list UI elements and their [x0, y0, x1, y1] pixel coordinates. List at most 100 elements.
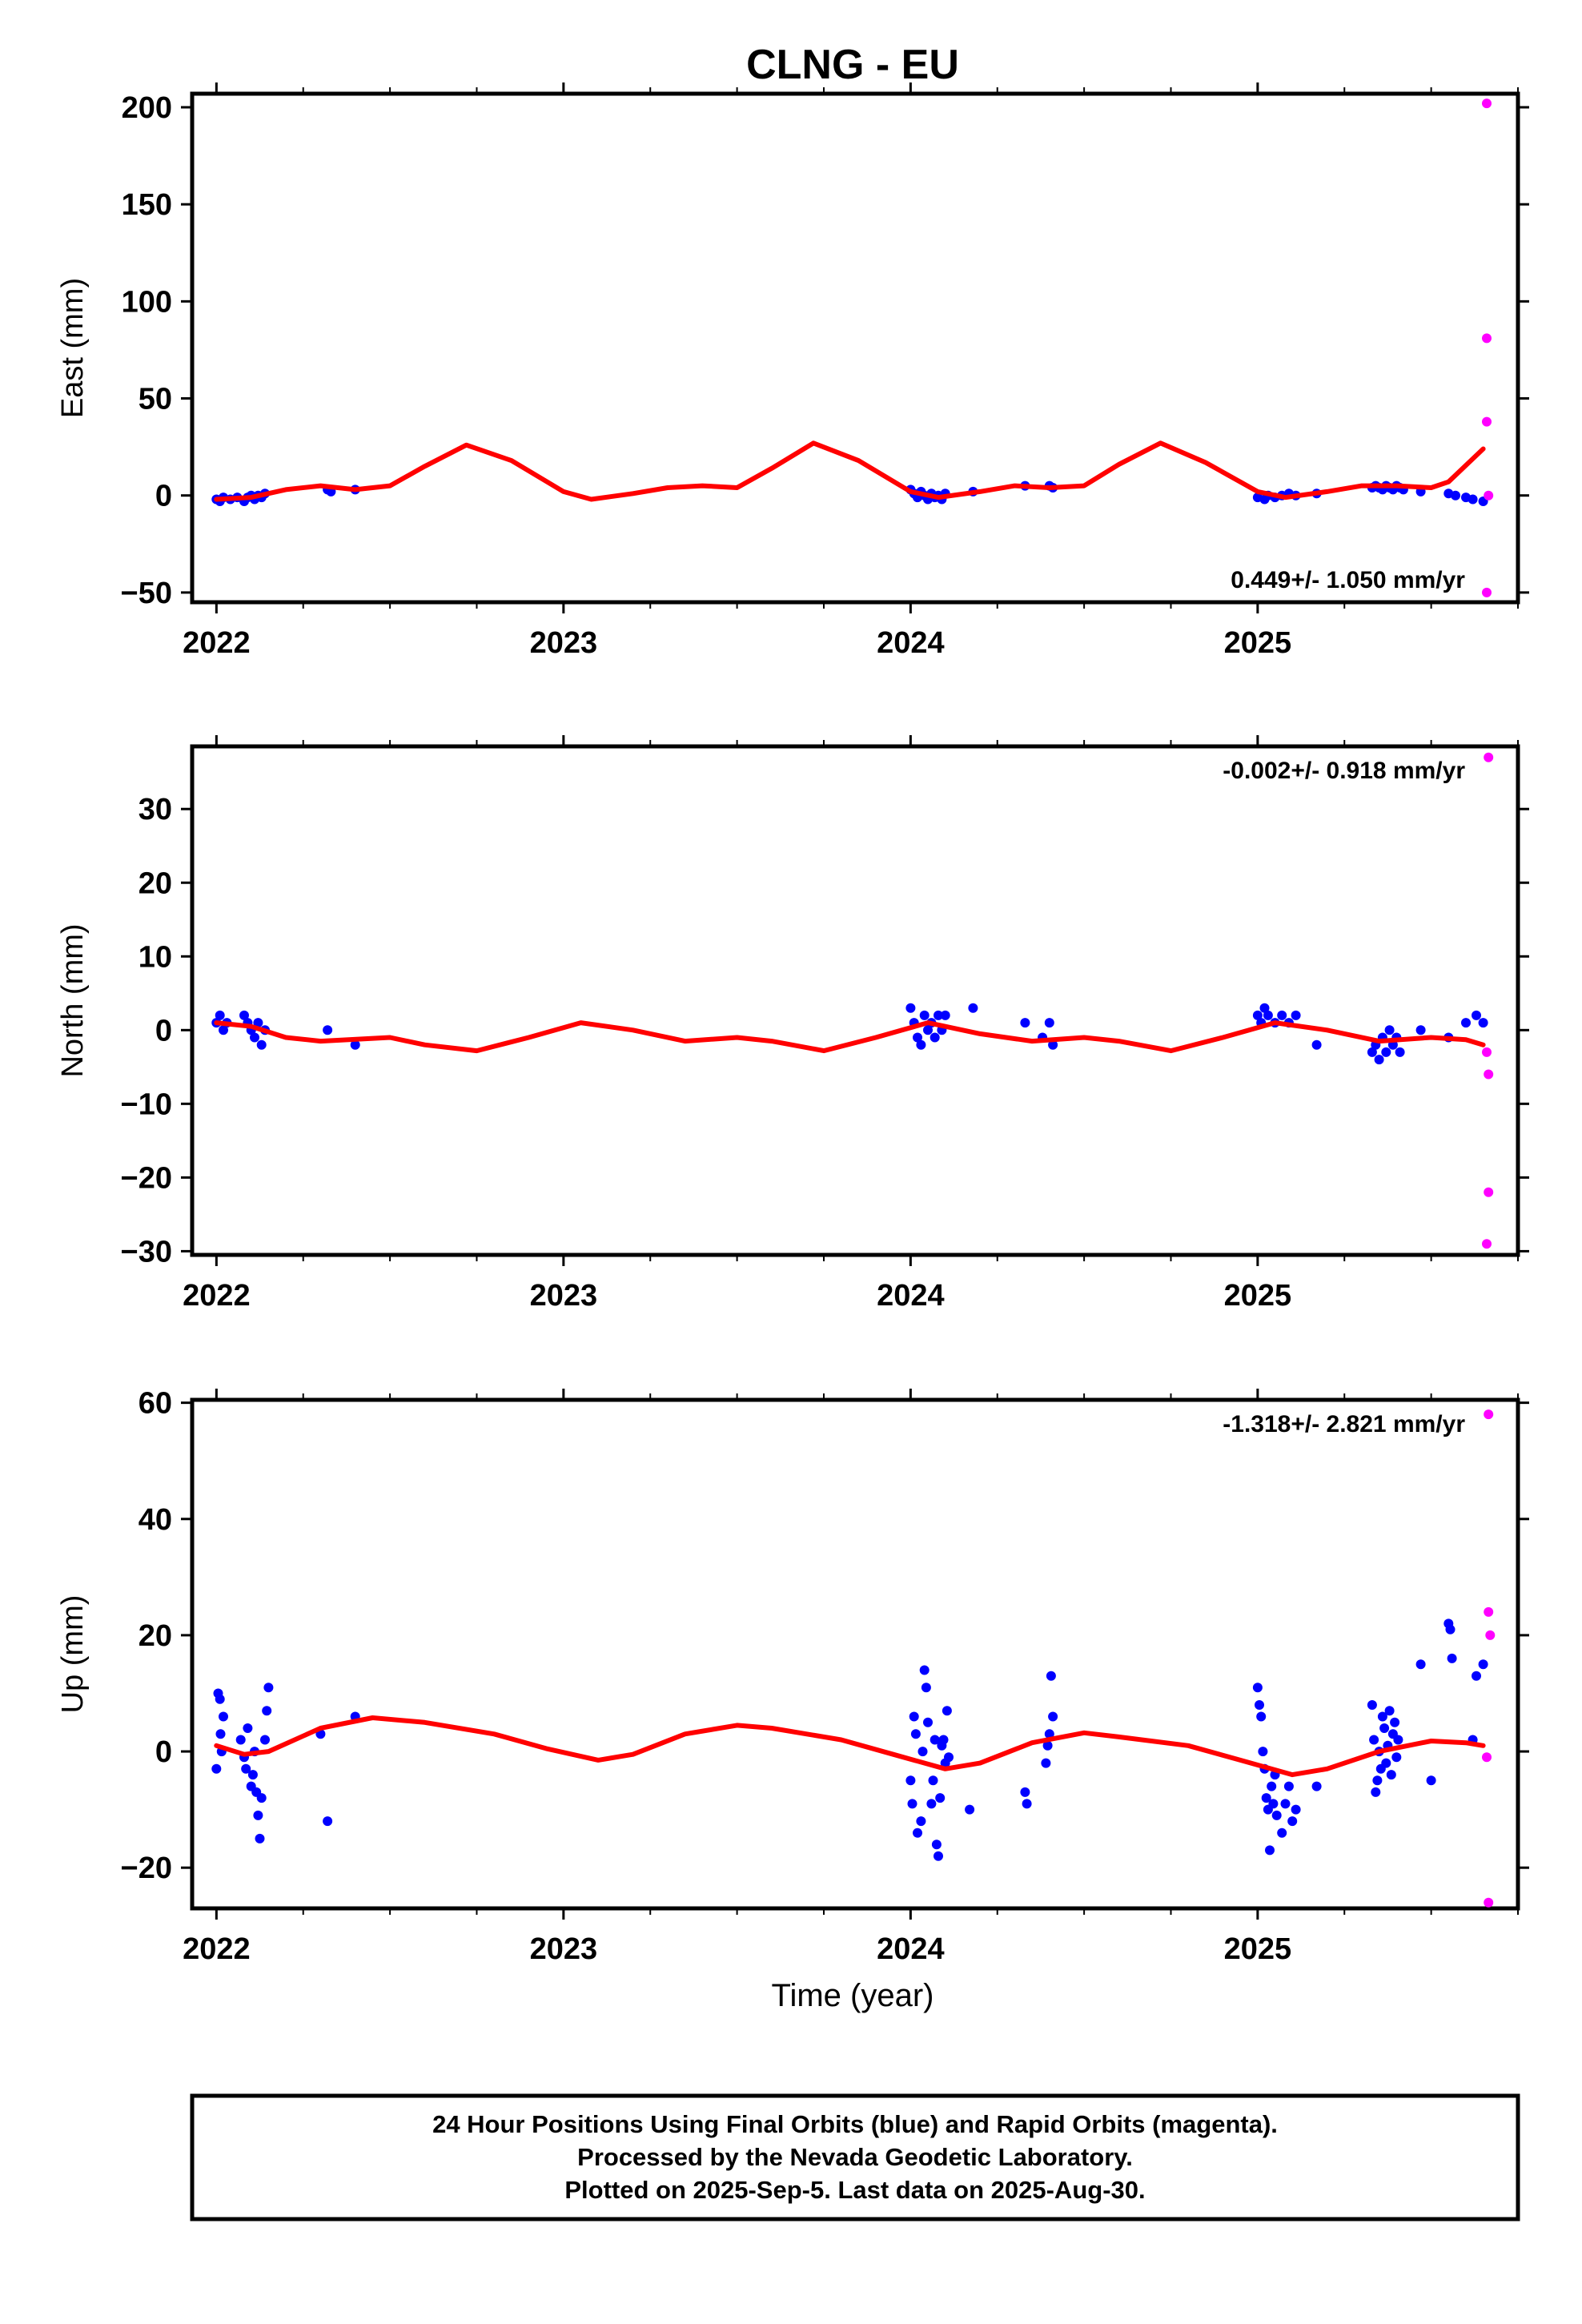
up-final-orbit-point [235, 1735, 246, 1745]
east-x-tick-label: 2022 [183, 626, 251, 660]
east-plot-frame [190, 91, 1520, 605]
north-final-orbit-point [1395, 1047, 1405, 1057]
caption-line-2: Processed by the Nevada Geodetic Laborat… [577, 2143, 1133, 2171]
north-final-orbit-point [923, 1025, 933, 1035]
up-final-orbit-point [1447, 1653, 1457, 1663]
north-final-orbit-point [1044, 1018, 1054, 1028]
up-rapid-orbit-point [1482, 1752, 1492, 1763]
up-final-orbit-point [255, 1833, 265, 1844]
north-final-orbit-point [239, 1010, 249, 1020]
up-y-tick-label: 40 [139, 1503, 172, 1537]
east-rapid-orbit-point [1482, 587, 1492, 597]
north-x-tick-label: 2022 [183, 1279, 251, 1313]
north-final-orbit-point [1381, 1047, 1391, 1057]
north-final-orbit-point [1020, 1018, 1030, 1028]
north-final-orbit-point [215, 1010, 225, 1020]
up-final-orbit-point [1252, 1683, 1263, 1693]
up-final-orbit-point [1426, 1775, 1436, 1786]
up-final-orbit-point [938, 1735, 949, 1745]
up-y-tick-label: 20 [139, 1619, 172, 1653]
north-x-tick-label: 2025 [1224, 1279, 1292, 1313]
up-final-orbit-point [1386, 1770, 1396, 1780]
up-final-orbit-point [1280, 1799, 1291, 1809]
up-x-tick-label: 2022 [183, 1932, 251, 1966]
up-final-orbit-point [1372, 1775, 1383, 1786]
north-final-orbit-point [1277, 1010, 1287, 1020]
north-final-orbit-point [253, 1018, 263, 1028]
x-axis-label: Time (year) [772, 1978, 934, 2013]
up-final-orbit-point [1022, 1799, 1032, 1809]
up-final-orbit-point [1046, 1671, 1056, 1681]
up-x-tick-label: 2024 [877, 1932, 945, 1966]
east-final-orbit-point [1451, 490, 1460, 501]
east-rapid-orbit-point [1482, 99, 1492, 109]
up-y-tick-label: 0 [155, 1735, 172, 1769]
up-final-orbit-point [1044, 1729, 1054, 1739]
east-y-tick-label: 100 [122, 285, 172, 319]
up-final-orbit-point [323, 1816, 333, 1827]
north-y-tick-label: −30 [121, 1235, 172, 1269]
chart-title: CLNG - EU [746, 42, 959, 88]
east-panel: 2022 2023 2024 2025 −50 0 50 100 150 200 East (mm)… [56, 82, 1529, 660]
north-final-orbit-point [250, 1032, 259, 1043]
north-y-tick-label: 20 [139, 866, 172, 900]
up-panel: 2022 2023 2024 2025 −20 0 20 40 60 Up (mm) -1.318+… [56, 1387, 1529, 1966]
up-model-fit-line [214, 1715, 1486, 1778]
up-final-orbit-point [907, 1799, 917, 1809]
up-rate-label: -1.318+/- 2.821 mm/yr [1223, 1411, 1465, 1437]
up-final-orbit-point [931, 1839, 942, 1850]
north-final-orbit-point [1367, 1047, 1377, 1057]
up-final-orbit-point [1268, 1799, 1279, 1809]
up-final-orbit-point [923, 1717, 933, 1727]
north-final-orbit-point [1048, 1039, 1058, 1050]
north-y-axis-label: North (mm) [56, 923, 90, 1077]
north-final-orbit-point [930, 1032, 940, 1043]
up-final-orbit-point [262, 1706, 272, 1716]
up-x-tick-label: 2023 [530, 1932, 598, 1966]
up-final-orbit-point [928, 1775, 938, 1786]
up-final-orbit-point [1291, 1804, 1301, 1815]
up-final-orbit-point [1041, 1758, 1051, 1768]
east-rapid-orbit-point [1482, 416, 1492, 427]
east-rate-label: 0.449+/- 1.050 mm/yr [1231, 567, 1465, 593]
east-rapid-orbit-point [1482, 333, 1492, 344]
up-final-orbit-point [1287, 1816, 1298, 1827]
north-y-tick-label: 30 [139, 793, 172, 826]
north-y-tick-label: −10 [121, 1088, 172, 1121]
up-final-orbit-point [1390, 1717, 1400, 1727]
north-y-tick-label: 10 [139, 940, 172, 974]
up-final-orbit-point [1384, 1706, 1395, 1716]
caption-box [190, 2093, 1520, 2221]
up-final-orbit-point [247, 1770, 258, 1780]
up-y-tick-label: 60 [139, 1387, 172, 1421]
up-final-orbit-point [1048, 1711, 1058, 1722]
north-rapid-orbit-point [1482, 1047, 1492, 1057]
north-final-orbit-point [940, 1010, 950, 1020]
up-final-orbit-point [211, 1763, 222, 1774]
east-y-axis-label: East (mm) [56, 278, 90, 418]
north-final-orbit-point [1461, 1018, 1471, 1028]
up-final-orbit-point [1042, 1740, 1053, 1751]
up-final-orbit-point [916, 1816, 926, 1827]
north-final-orbit-point [905, 1003, 916, 1013]
up-final-orbit-point [1265, 1845, 1275, 1856]
up-rapid-orbit-point [1484, 1409, 1494, 1420]
up-final-orbit-point [1258, 1747, 1268, 1757]
north-final-orbit-point [1252, 1010, 1263, 1020]
north-final-orbit-point [1384, 1025, 1395, 1035]
up-final-orbit-point [919, 1665, 930, 1675]
up-final-orbit-point [243, 1723, 253, 1733]
north-final-orbit-point [1415, 1025, 1426, 1035]
up-final-orbit-point [944, 1752, 954, 1763]
up-final-orbit-point [1367, 1700, 1377, 1710]
up-final-orbit-point [1255, 1700, 1264, 1710]
north-final-orbit-point [934, 1010, 943, 1020]
up-final-orbit-point [1371, 1787, 1381, 1797]
east-model-fit-line [214, 440, 1486, 502]
up-final-orbit-point [1277, 1827, 1287, 1838]
up-final-orbit-point [253, 1810, 263, 1820]
up-y-axis-label: Up (mm) [56, 1595, 90, 1714]
north-rapid-orbit-point [1484, 752, 1494, 762]
east-y-tick-label: 150 [122, 188, 172, 222]
north-rapid-orbit-point [1484, 1069, 1494, 1080]
